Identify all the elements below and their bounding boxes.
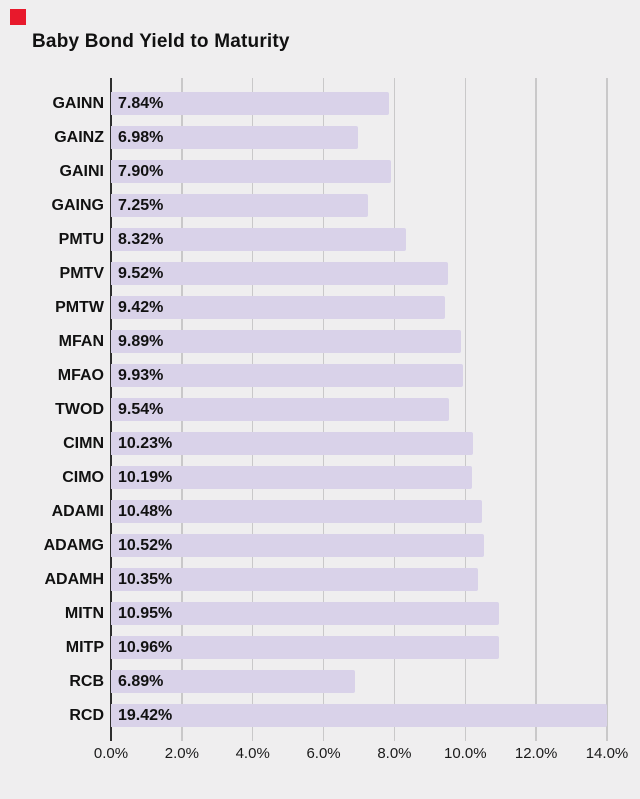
bar-value-label: 9.93% [118, 367, 164, 384]
category-label: CIMN [63, 435, 104, 452]
x-axis-tick-label: 4.0% [235, 745, 270, 762]
bar: 7.90% [111, 160, 391, 183]
category-label: PMTV [59, 265, 104, 282]
bar-value-label: 8.32% [118, 231, 164, 248]
category-label: MITN [64, 605, 104, 622]
category-label: CIMO [62, 469, 104, 486]
gridline [606, 78, 608, 741]
bar: 19.42% [111, 704, 607, 727]
bar-value-label: 9.42% [118, 299, 164, 316]
x-axis-tick-label: 12.0% [514, 745, 558, 762]
bar-value-label: 10.35% [118, 571, 173, 588]
bar-value-label: 10.52% [118, 537, 173, 554]
bar-value-label: 10.95% [118, 605, 173, 622]
bar-value-label: 7.25% [118, 197, 164, 214]
bar-value-label: 9.54% [118, 401, 164, 418]
bar: 6.98% [111, 126, 359, 149]
x-axis-tick-label: 8.0% [377, 745, 412, 762]
category-label: GAINI [59, 163, 104, 180]
bar: 7.84% [111, 92, 389, 115]
x-axis-tick-label: 10.0% [444, 745, 487, 762]
bar-value-label: 6.98% [118, 129, 164, 146]
bar: 9.42% [111, 296, 445, 319]
bar: 9.89% [111, 330, 462, 353]
bar: 10.52% [111, 534, 484, 557]
category-label: PMTU [58, 231, 104, 248]
bar-value-label: 10.23% [118, 435, 173, 452]
bar: 8.32% [111, 228, 406, 251]
category-label: GAINZ [54, 129, 104, 146]
category-label: RCB [69, 673, 104, 690]
category-label: ADAMG [43, 537, 104, 554]
bar: 9.54% [111, 398, 449, 421]
bar: 9.93% [111, 364, 463, 387]
bar-value-label: 10.96% [118, 639, 173, 656]
category-label: MFAO [57, 367, 104, 384]
bar-value-label: 6.89% [118, 673, 164, 690]
bar: 10.35% [111, 568, 478, 591]
category-label: TWOD [55, 401, 104, 418]
bar-value-label: 19.42% [118, 707, 173, 724]
x-axis-tick-label: 6.0% [306, 745, 341, 762]
bar: 7.25% [111, 194, 368, 217]
bar-value-label: 7.90% [118, 163, 164, 180]
bar: 10.23% [111, 432, 474, 455]
bar: 6.89% [111, 670, 356, 693]
bar-value-label: 9.89% [118, 333, 164, 350]
bar: 10.95% [111, 602, 499, 625]
category-label: PMTW [55, 299, 104, 316]
bar-value-label: 10.19% [118, 469, 173, 486]
bar-value-label: 9.52% [118, 265, 164, 282]
x-axis-tick-label: 14.0% [585, 745, 629, 762]
bar-value-label: 10.48% [118, 503, 173, 520]
bar: 10.96% [111, 636, 500, 659]
gridline [464, 78, 467, 741]
chart-title: Baby Bond Yield to Maturity [32, 31, 290, 52]
x-axis-tick-label: 0.0% [93, 745, 129, 762]
bar-value-label: 7.84% [118, 95, 164, 112]
red-marker [10, 9, 26, 25]
category-label: ADAMI [51, 503, 104, 520]
bar: 10.19% [111, 466, 473, 489]
category-label: MFAN [58, 333, 104, 350]
category-label: RCD [69, 707, 104, 724]
category-label: ADAMH [44, 571, 104, 588]
category-label: GAING [51, 197, 104, 214]
bar: 9.52% [111, 262, 449, 285]
category-label: GAINN [52, 95, 104, 112]
gridline [535, 78, 537, 741]
category-label: MITP [65, 639, 104, 656]
x-axis-tick-label: 2.0% [164, 745, 199, 762]
bar: 10.48% [111, 500, 483, 523]
